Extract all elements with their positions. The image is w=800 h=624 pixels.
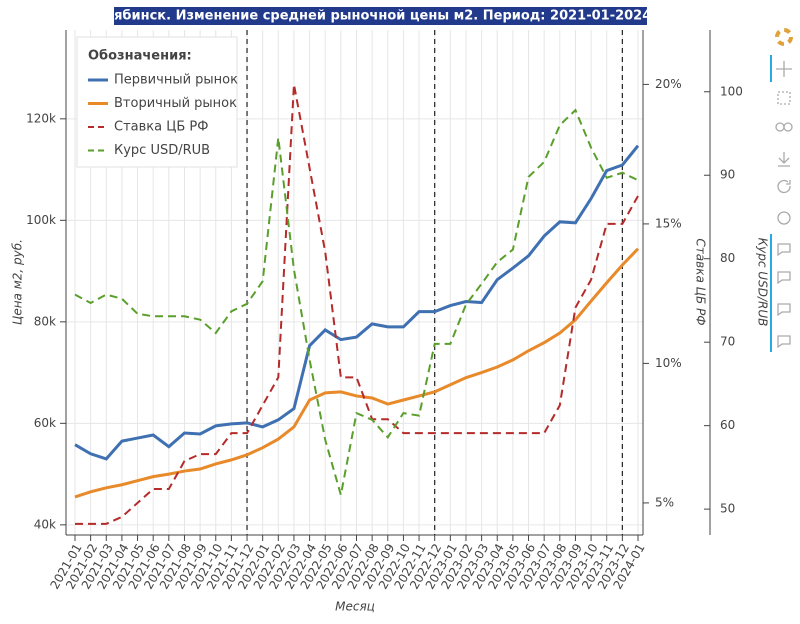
y-tick-label: 100k [26, 213, 56, 227]
pan-tool[interactable] [776, 61, 792, 77]
wheel-zoom-tool[interactable] [775, 122, 785, 132]
title-background [114, 7, 647, 25]
legend-label: Вторичный рынок [114, 96, 237, 111]
logo [775, 28, 793, 46]
series-line [74, 247, 640, 499]
legend-title: Обозначения: [88, 49, 192, 64]
legend-label: Первичный рынок [114, 73, 238, 88]
wheel-zoom-tool-2[interactable] [783, 122, 793, 132]
y3-tick-label: 90 [720, 168, 735, 182]
y2-tick-label: 10% [655, 356, 682, 370]
y3-tick-label: 70 [720, 335, 735, 349]
series-line [75, 84, 639, 525]
x-axis-label: Месяц [335, 600, 375, 614]
y3-tick-label: 100 [720, 84, 743, 98]
y-tick-label: 60k [34, 416, 56, 430]
y-tick-label: 120k [26, 111, 56, 125]
series-line [74, 144, 640, 461]
y-axis-label: Цена м2, руб. [11, 239, 25, 325]
y2-tick-label: 15% [655, 216, 682, 230]
hover-tool[interactable] [777, 271, 791, 285]
y2-tick-label: 20% [655, 77, 682, 91]
y-tick-label: 40k [34, 517, 56, 531]
reset-tool[interactable] [777, 179, 791, 194]
chart-title: Челябинск. Изменение средней рыночной це… [85, 9, 675, 24]
y-tick-label: 80k [34, 314, 56, 328]
box-zoom-tool[interactable] [777, 91, 791, 105]
y3-axis-label: Курс USD/RUB [756, 238, 770, 327]
legend: Обозначения: Первичный рынок Вторичный рын… [76, 36, 238, 168]
hover-tool[interactable] [777, 335, 791, 349]
hover-tool[interactable] [777, 243, 791, 257]
save-tool[interactable] [778, 152, 790, 167]
help-tool[interactable] [777, 211, 791, 225]
series-line [74, 108, 639, 496]
toolbar [770, 28, 793, 352]
y3-tick-label: 50 [720, 502, 735, 516]
hover-tool[interactable] [777, 303, 791, 317]
y3-tick-label: 80 [720, 251, 735, 265]
legend-label: Ставка ЦБ РФ [114, 120, 208, 135]
legend-label: Курс USD/RUB [114, 143, 210, 158]
y2-axis-label: Ставка ЦБ РФ [694, 238, 708, 325]
y2-tick-label: 5% [655, 495, 674, 509]
y3-tick-label: 60 [720, 418, 735, 432]
